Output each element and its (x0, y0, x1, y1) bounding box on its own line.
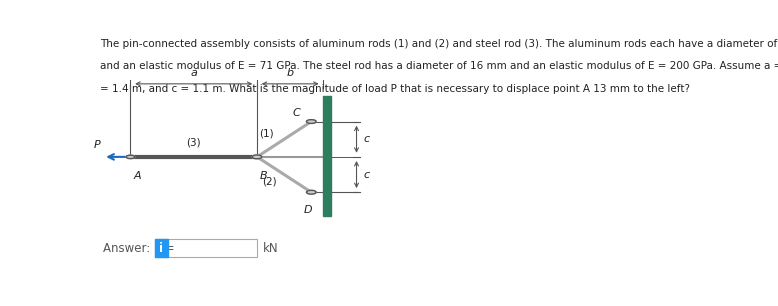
Text: C: C (293, 108, 300, 118)
Text: b: b (286, 68, 294, 78)
Text: c: c (364, 170, 370, 180)
Text: B: B (260, 171, 268, 181)
Text: c: c (364, 134, 370, 144)
Bar (155, 239, 168, 257)
Bar (324, 95, 331, 216)
Circle shape (307, 190, 316, 194)
Text: kN: kN (263, 242, 279, 255)
Text: D: D (304, 205, 313, 215)
Text: (2): (2) (261, 177, 276, 187)
Text: Answer: P =: Answer: P = (103, 242, 175, 255)
Text: i: i (159, 242, 163, 255)
Text: a: a (191, 68, 197, 78)
Text: = 1.4 m, and c = 1.1 m. What is the magnitude of load P that is necessary to dis: = 1.4 m, and c = 1.1 m. What is the magn… (100, 84, 690, 94)
Circle shape (126, 155, 135, 159)
Text: P: P (94, 140, 100, 150)
Bar (155, 239, 257, 257)
Text: A: A (134, 171, 141, 181)
Circle shape (252, 155, 262, 159)
Circle shape (307, 120, 316, 123)
Text: and an elastic modulus of E = 71 GPa. The steel rod has a diameter of 16 mm and : and an elastic modulus of E = 71 GPa. Th… (100, 62, 778, 72)
Text: The pin-connected assembly consists of aluminum rods (1) and (2) and steel rod (: The pin-connected assembly consists of a… (100, 39, 778, 49)
Text: (3): (3) (187, 137, 201, 147)
Text: (1): (1) (259, 128, 273, 138)
